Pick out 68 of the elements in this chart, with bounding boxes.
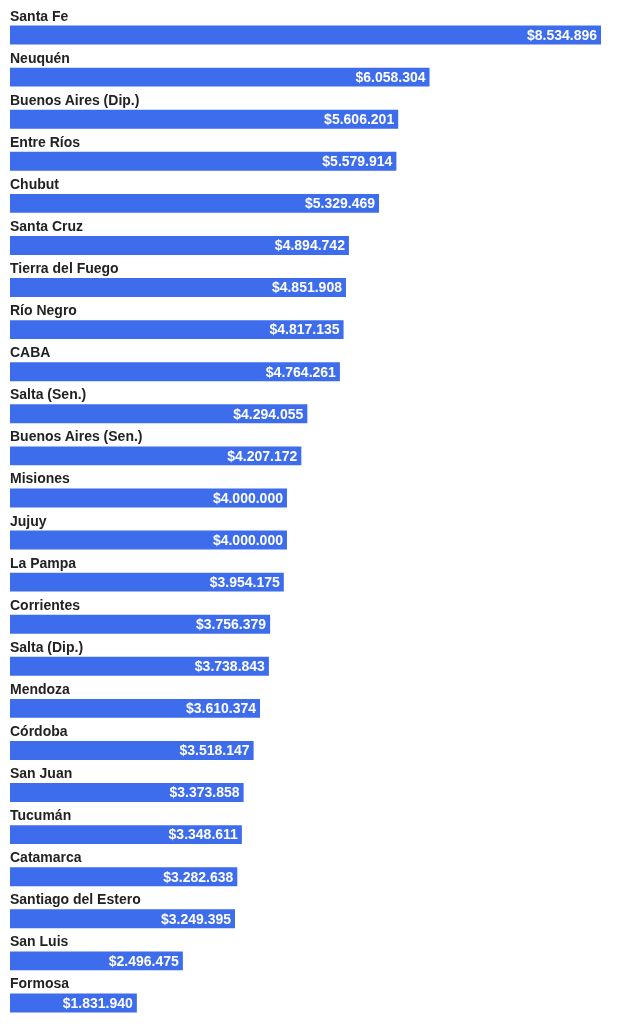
data-label: $3.610.374 [185,700,257,717]
data-label: $3.738.843 [194,658,266,675]
bar [10,320,344,340]
data-label: $5.329.469 [304,195,376,212]
bar [10,362,340,382]
data-label: $4.294.055 [233,405,304,422]
data-label: $4.000.000 [212,489,284,506]
data-label: $4.894.742 [274,237,346,254]
data-label: $4.851.908 [271,279,343,296]
bar [10,488,287,508]
bar [10,67,430,87]
bar [10,656,269,676]
bar [10,193,380,213]
data-label: $1.831.940 [62,994,134,1011]
y-tick-label: San Juan [10,765,73,782]
y-tick-label: Neuquén [10,49,70,66]
y-tick-label: CABA [10,344,51,361]
y-tick-label: Catamarca [10,849,82,866]
bar [10,404,308,424]
data-label: $3.249.395 [160,910,232,927]
y-tick-label: Córdoba [10,722,68,739]
bar [10,25,601,45]
y-tick-label: Tierra del Fuego [10,260,119,277]
y-tick-label: Santiago del Estero [10,891,141,908]
y-tick-label: Formosa [10,975,70,992]
bar [10,740,254,760]
data-label: $3.373.858 [169,784,240,801]
y-tick-label: Misiones [10,470,71,487]
bar [10,572,284,592]
bar [10,825,242,845]
data-label: $5.606.201 [324,111,395,128]
y-tick-label: Salta (Sen.) [10,386,87,403]
bar [10,235,349,255]
y-tick-label: Chubut [10,175,60,192]
y-tick-label: Río Negro [10,302,77,319]
data-label: $3.954.175 [209,573,281,590]
data-label: $5.579.914 [322,153,393,170]
data-label: $3.348.611 [168,826,239,843]
y-tick-label: Mendoza [10,680,71,697]
y-tick-label: Santa Fe [10,7,69,24]
y-tick-label: Buenos Aires (Sen.) [10,428,143,445]
data-label: $3.756.379 [196,616,267,633]
data-label: $3.518.147 [179,742,250,759]
data-label: $8.534.896 [526,26,598,43]
bar [10,783,244,803]
data-label: $4.764.261 [265,363,337,380]
y-tick-label: Corrientes [10,596,81,613]
data-label: $4.207.172 [227,447,298,464]
bar [10,278,346,298]
data-label: $2.496.475 [108,952,180,969]
y-tick-label: San Luis [10,933,69,950]
y-tick-label: Jujuy [10,512,47,529]
y-tick-label: Salta (Dip.) [10,638,84,655]
bar [10,614,271,634]
y-tick-label: Tucumán [10,807,72,824]
y-tick-label: Entre Ríos [10,133,81,150]
data-label: $6.058.304 [355,68,426,85]
y-tick-label: Santa Cruz [10,217,84,234]
bar [10,530,287,550]
y-tick-label: Buenos Aires (Dip.) [10,91,140,108]
data-label: $4.817.135 [269,321,340,338]
data-label: $4.000.000 [212,531,284,548]
bar [10,151,397,171]
bar [10,698,260,718]
bar [10,446,302,466]
bar [10,109,399,129]
data-label: $3.282.638 [163,868,234,885]
y-tick-label: La Pampa [10,554,77,571]
